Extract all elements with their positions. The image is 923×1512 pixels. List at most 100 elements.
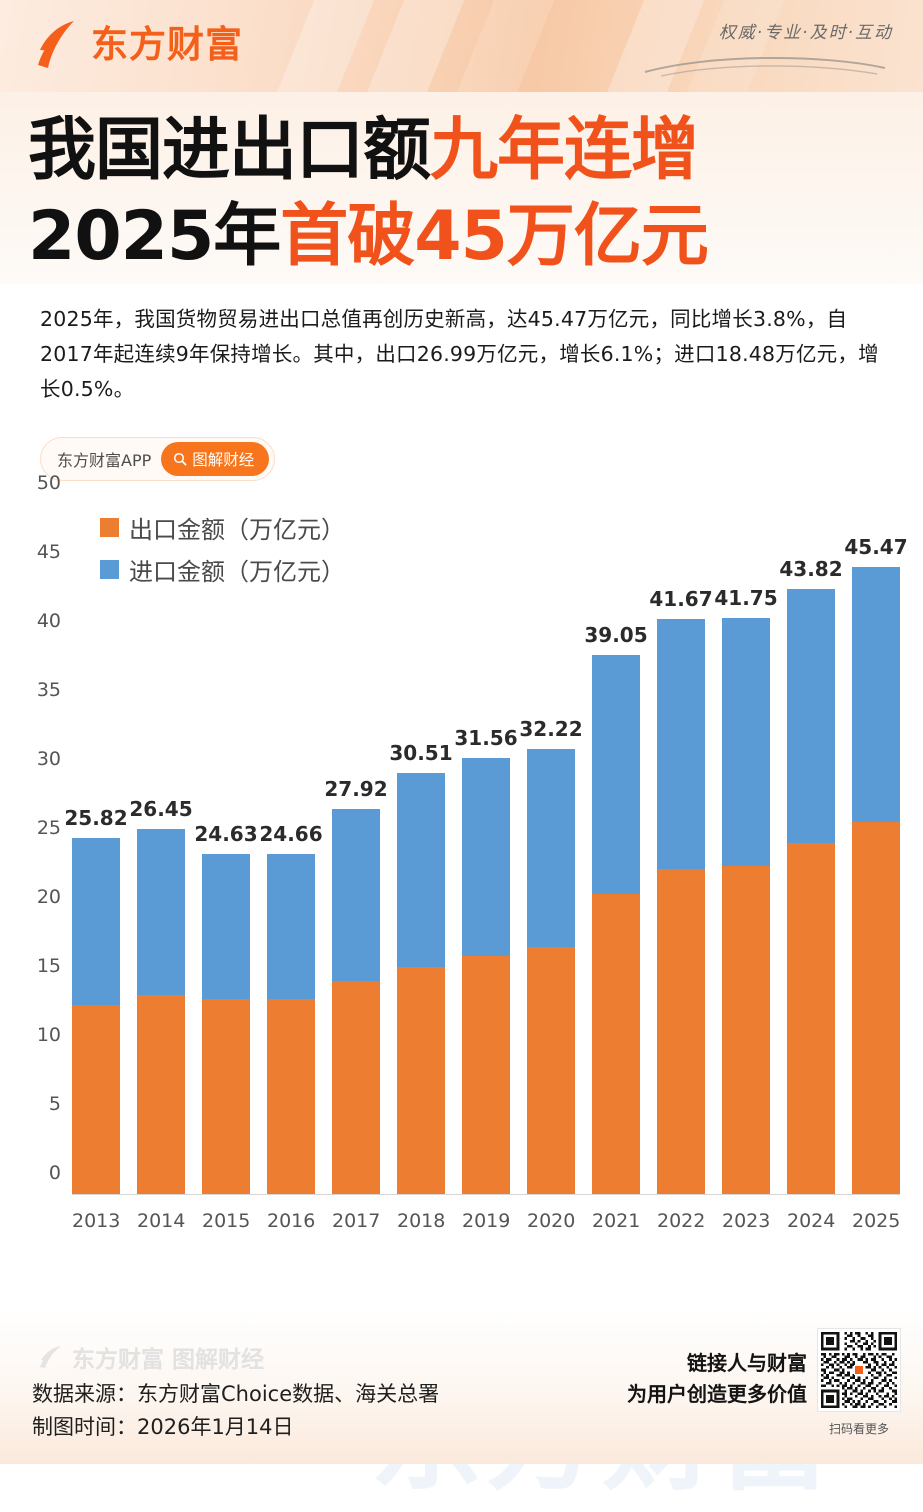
x-tick-label: 2015 — [202, 1210, 251, 1232]
legend-item-import[interactable]: 进口金额（万亿元） — [100, 552, 345, 587]
bar-total-label: 30.51 — [389, 740, 453, 765]
lead-paragraph: 2025年，我国货物贸易进出口总值再创历史新高，达45.47万亿元，同比增长3.… — [40, 307, 879, 401]
title-line-2-black: 2025年 — [28, 197, 281, 276]
bar-total-label: 27.92 — [324, 776, 388, 801]
bar-segment-import[interactable] — [267, 853, 315, 999]
bar-column[interactable]: 30.51 — [389, 505, 453, 1194]
bar-column[interactable]: 41.67 — [649, 505, 713, 1194]
bar-segment-import[interactable] — [787, 589, 835, 843]
bar-segment-export[interactable] — [72, 1004, 120, 1194]
data-source-line: 数据来源：东方财富Choice数据、海关总署 — [32, 1382, 440, 1406]
y-tick-label: 0 — [48, 1162, 61, 1184]
brand-name: 东方财富 — [91, 23, 243, 66]
legend-label-import: 进口金额（万亿元） — [129, 558, 345, 586]
bar-segment-import[interactable] — [332, 808, 380, 982]
legend-swatch-import — [100, 560, 119, 579]
bar-segment-import[interactable] — [852, 566, 900, 822]
bar-segment-export[interactable] — [657, 868, 705, 1194]
app-badge-label: 东方财富APP — [57, 451, 152, 470]
y-tick-label: 30 — [36, 748, 61, 770]
bar-total-label: 43.82 — [779, 557, 843, 582]
header-sheen — [249, 0, 391, 92]
legend-item-export[interactable]: 出口金额（万亿元） — [100, 510, 345, 545]
x-tick-label: 2021 — [592, 1210, 641, 1232]
bar-column[interactable]: 43.82 — [779, 505, 843, 1194]
bar-segment-export[interactable] — [397, 967, 445, 1194]
bar-segment-export[interactable] — [202, 998, 250, 1194]
y-tick-label: 5 — [48, 1093, 61, 1115]
bar-segment-export[interactable] — [332, 981, 380, 1194]
bar-segment-export[interactable] — [852, 821, 900, 1194]
bar-total-label: 24.66 — [259, 821, 323, 846]
bar-segment-export[interactable] — [267, 998, 315, 1194]
bar-column[interactable]: 31.56 — [454, 505, 518, 1194]
eastmoney-logo-icon — [34, 20, 80, 70]
y-tick-label: 45 — [36, 541, 61, 563]
title-line-2-orange: 首破45万亿元 — [280, 197, 709, 276]
bar-column[interactable]: 45.47 — [844, 505, 908, 1194]
bar-segment-export[interactable] — [592, 894, 640, 1194]
bar-total-label: 45.47 — [844, 534, 908, 559]
y-tick-label: 35 — [36, 679, 61, 701]
bar-segment-export[interactable] — [722, 865, 770, 1194]
eastmoney-watermark-icon — [40, 1346, 61, 1368]
bar-column[interactable]: 32.22 — [519, 505, 583, 1194]
footer-watermark-text: 东方财富 图解财经 — [72, 1347, 265, 1373]
y-tick-label: 50 — [36, 472, 61, 494]
bar-segment-export[interactable] — [527, 946, 575, 1194]
stacked-bar-chart: 东方财富 出口金额（万亿元） 进口金额（万亿元） 051015202530354… — [0, 472, 923, 1506]
bar-segment-import[interactable] — [722, 617, 770, 866]
bar-total-label: 41.75 — [714, 585, 778, 610]
x-tick-label: 2025 — [852, 1210, 901, 1232]
legend-label-export: 出口金额（万亿元） — [129, 516, 345, 544]
tujie-caijing-label: 图解财经 — [192, 451, 255, 469]
bar-segment-import[interactable] — [527, 749, 575, 947]
title-line-2: 2025年首破45万亿元 — [28, 194, 895, 280]
app-badge-container: 东方财富APP 图解财经 — [40, 437, 923, 481]
qr-caption: 扫码看更多 — [828, 1422, 889, 1436]
bar-segment-import[interactable] — [397, 772, 445, 968]
bar-segment-export[interactable] — [462, 956, 510, 1194]
chart-plot-area: 0 5 10 15 20 25 30 35 40 45 50 25.82 26.45 24.63 24.6… — [37, 472, 908, 1195]
app-badge[interactable]: 东方财富APP 图解财经 — [40, 437, 276, 481]
bar-total-label: 39.05 — [584, 623, 648, 648]
title-line-1: 我国进出口额九年连增 — [28, 108, 895, 194]
chart-legend: 出口金额（万亿元） 进口金额（万亿元） — [100, 510, 345, 594]
page-header: 东方财富 权威·专业·及时·互动 — [0, 0, 923, 92]
bar-group: 25.82 26.45 24.63 24.66 27.92 30.51 31.56 32.22… — [64, 505, 908, 1194]
title-line-1-orange: 九年连增 — [430, 111, 699, 190]
bar-segment-import[interactable] — [462, 758, 510, 957]
bar-total-label: 24.63 — [194, 822, 258, 847]
x-tick-label: 2020 — [527, 1210, 576, 1232]
bar-segment-import[interactable] — [592, 655, 640, 895]
qr-code-icon[interactable] — [817, 1328, 901, 1412]
bar-segment-import[interactable] — [202, 854, 250, 999]
qr-code-container[interactable]: 扫码看更多 — [817, 1328, 901, 1437]
brand-logo: 东方财富 — [34, 20, 243, 70]
bar-column[interactable]: 39.05 — [584, 505, 648, 1194]
x-tick-label: 2022 — [657, 1210, 706, 1232]
bar-segment-import[interactable] — [657, 618, 705, 869]
bar-column[interactable]: 41.75 — [714, 505, 778, 1194]
x-tick-label: 2023 — [722, 1210, 771, 1232]
bar-segment-export[interactable] — [137, 995, 185, 1194]
bar-column[interactable]: 27.92 — [324, 505, 388, 1194]
bar-column[interactable]: 24.63 — [194, 505, 258, 1194]
qr-slogan-line-1: 链接人与财富 — [687, 1351, 807, 1375]
bar-total-label: 25.82 — [64, 805, 128, 830]
bar-column[interactable]: 26.45 — [129, 505, 193, 1194]
y-tick-label: 15 — [36, 955, 61, 977]
bar-column[interactable]: 25.82 — [64, 505, 128, 1194]
tujie-caijing-button[interactable]: 图解财经 — [161, 442, 270, 476]
y-tick-label: 10 — [36, 1024, 61, 1046]
x-axis-line — [72, 1194, 900, 1195]
bar-segment-import[interactable] — [137, 829, 185, 996]
bar-segment-import[interactable] — [72, 837, 120, 1005]
x-tick-label: 2024 — [787, 1210, 836, 1232]
bar-total-label: 41.67 — [649, 586, 713, 611]
bar-segment-export[interactable] — [787, 842, 835, 1194]
bar-column[interactable]: 24.66 — [259, 505, 323, 1194]
source-block: 数据来源：东方财富Choice数据、海关总署 制图时间：2026年1月14日 — [32, 1378, 439, 1444]
footer-watermark: 东方财富 图解财经 — [38, 1340, 264, 1374]
title-block: 我国进出口额九年连增 2025年首破45万亿元 — [0, 92, 923, 284]
